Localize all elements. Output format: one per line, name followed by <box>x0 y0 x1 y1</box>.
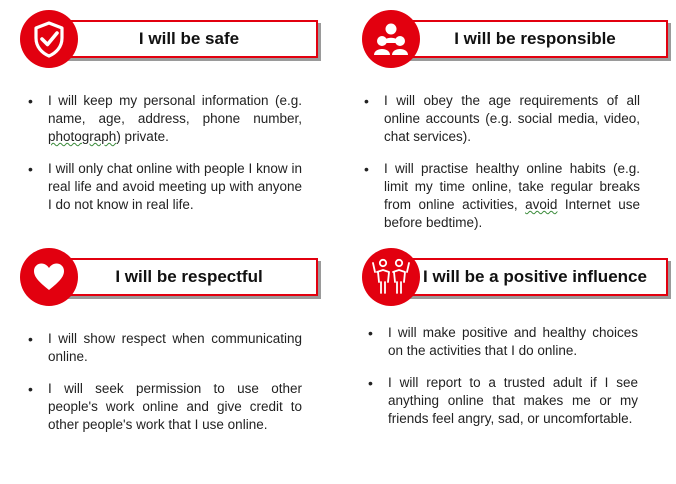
list-item: I will only chat online with people I kn… <box>26 160 302 214</box>
card-title: I will be respectful <box>115 267 263 286</box>
list-item: I will make positive and healthy choices… <box>366 324 638 360</box>
list-item: I will report to a trusted adult if I se… <box>366 374 638 428</box>
card-title-box: I will be respectful <box>60 258 318 296</box>
bullet-list: I will keep my personal information (e.g… <box>26 92 302 228</box>
positive-people-icon <box>362 248 420 306</box>
bullet-list: I will show respect when communicating o… <box>26 330 302 448</box>
avoid-text: avoid <box>525 197 558 212</box>
shield-check-icon <box>20 10 78 68</box>
photograph-text: photograph <box>48 129 117 144</box>
bullet-list: I will obey the age requirements of all … <box>362 92 640 246</box>
card-title: I will be a positive influence <box>423 267 647 286</box>
heart-icon <box>20 248 78 306</box>
card-title: I will be safe <box>138 29 240 48</box>
card-title-box: I will be responsible <box>402 20 668 58</box>
card-title-box: I will be safe <box>60 20 318 58</box>
list-item: I will keep my personal information (e.g… <box>26 92 302 146</box>
bullet-list: I will make positive and healthy choices… <box>366 324 638 442</box>
people-group-icon <box>362 10 420 68</box>
card-title: I will be responsible <box>454 29 616 48</box>
list-item: I will practise healthy online habits (e… <box>362 160 640 232</box>
list-item: I will show respect when communicating o… <box>26 330 302 366</box>
card-title-box: I will be a positive influence <box>402 258 668 296</box>
list-item: I will obey the age requirements of all … <box>362 92 640 146</box>
list-item: I will seek permission to use other peop… <box>26 380 302 434</box>
